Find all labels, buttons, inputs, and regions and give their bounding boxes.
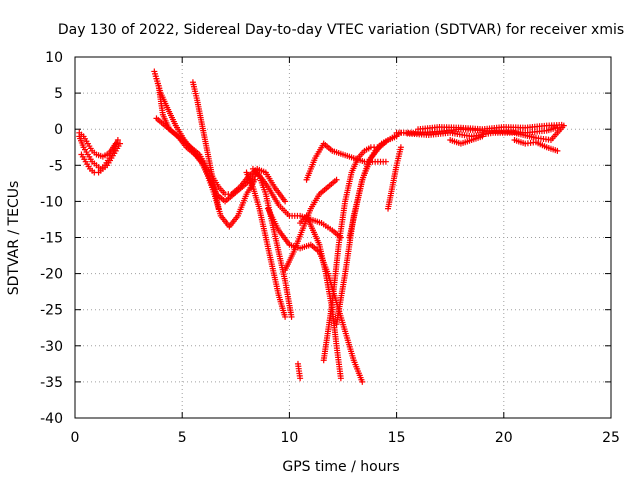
series-track-13 bbox=[282, 176, 340, 273]
data-point bbox=[554, 147, 561, 154]
series-track-21 bbox=[404, 122, 567, 144]
x-tick-label: 10 bbox=[280, 430, 298, 446]
axis-ticks bbox=[74, 56, 612, 419]
series-track-7 bbox=[189, 79, 222, 212]
series-track-24 bbox=[511, 137, 561, 154]
data-point bbox=[337, 375, 344, 382]
y-tick-label: -40 bbox=[40, 411, 63, 427]
y-tick-label: -5 bbox=[49, 158, 63, 174]
data-points bbox=[76, 68, 567, 385]
x-tick-label: 5 bbox=[178, 430, 187, 446]
y-tick-label: -15 bbox=[40, 231, 63, 247]
series-track-19 bbox=[385, 144, 404, 212]
y-tick-label: 0 bbox=[54, 122, 63, 138]
data-point bbox=[297, 375, 304, 382]
y-tick-label: 5 bbox=[54, 86, 63, 102]
chart-title: Day 130 of 2022, Sidereal Day-to-day VTE… bbox=[58, 22, 624, 38]
y-tick-label: -30 bbox=[40, 339, 63, 355]
series-track-12 bbox=[297, 212, 344, 382]
data-point bbox=[382, 158, 389, 165]
series-track-14 bbox=[294, 360, 304, 382]
x-axis-label: GPS time / hours bbox=[282, 459, 399, 475]
data-point bbox=[333, 176, 340, 183]
series-track-2 bbox=[78, 140, 124, 176]
data-point bbox=[252, 176, 259, 183]
x-tick-label: 15 bbox=[388, 430, 406, 446]
x-tick-labels: 0 5 10 15 20 25 bbox=[71, 430, 620, 446]
data-point bbox=[282, 313, 289, 320]
data-point bbox=[359, 378, 366, 385]
data-point bbox=[558, 121, 565, 128]
x-tick-label: 20 bbox=[495, 430, 513, 446]
series-track-23 bbox=[447, 133, 486, 147]
data-point bbox=[479, 133, 486, 140]
y-axis-label: SDTVAR / TECUs bbox=[6, 181, 22, 296]
x-tick-label: 25 bbox=[602, 430, 620, 446]
y-tick-label: -10 bbox=[40, 194, 63, 210]
y-tick-labels: 10 5 0 -5 -10 -15 -20 -25 -30 -35 -40 bbox=[40, 50, 63, 427]
y-tick-label: -25 bbox=[40, 303, 63, 319]
y-tick-label: -20 bbox=[40, 267, 63, 283]
data-point bbox=[215, 205, 222, 212]
series-track-22 bbox=[415, 121, 565, 133]
data-point bbox=[397, 144, 404, 151]
series-track-8 bbox=[243, 169, 289, 320]
series-track-16 bbox=[320, 144, 381, 364]
y-tick-label: -35 bbox=[40, 375, 63, 391]
y-tick-label: 10 bbox=[45, 50, 63, 66]
x-tick-label: 0 bbox=[71, 430, 80, 446]
data-point bbox=[282, 198, 289, 205]
data-point bbox=[114, 137, 121, 144]
data-point bbox=[112, 140, 119, 147]
series-track-3 bbox=[76, 129, 119, 160]
data-point bbox=[288, 313, 295, 320]
